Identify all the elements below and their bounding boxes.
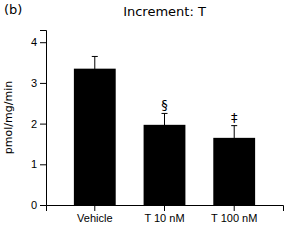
error-bar-stem [94,56,95,80]
error-bar [231,126,237,150]
y-tick-mark [40,124,46,125]
x-axis-line [47,206,284,212]
y-tick-label: 2 [31,118,37,130]
y-tick: 4 [31,36,46,48]
y-tick: 2 [31,118,46,130]
bar [144,125,186,205]
marks [74,56,255,205]
error-bar-cap [231,125,237,126]
x-tick-label: T 10 nM [144,212,184,224]
y-axis-title: pmol/mg/min [2,81,15,154]
panel-label: (b) [4,2,22,17]
x-axis: Vehicle T 10 nM T 100 nM [47,205,284,224]
error-bar-stem [164,113,165,136]
error-bar [162,113,168,136]
y-tick-mark [40,42,46,43]
y-tick: 3 [31,77,46,89]
y-tick-label: 3 [31,77,37,89]
y-tick: 1 [31,158,46,170]
plot: §‡01234VehicleT 10 nMT 100 nM [31,31,284,224]
error-bar [92,56,98,80]
y-tick-label: 0 [31,199,37,211]
bar [74,69,116,205]
error-bar-cap [162,136,168,137]
y-tick-mark [40,205,46,206]
significance-label: § [161,97,168,112]
y-tick-label: 4 [31,36,37,48]
significance-labels: §‡ [161,97,238,124]
error-bar-cap [92,56,98,57]
error-bar-stem [234,126,235,150]
error-bar-cap [231,150,237,151]
x-tick: T 10 nM [144,205,184,224]
chart: (b)Increment: T§‡01234VehicleT 10 nMT 10… [0,0,295,229]
y-tick-label: 1 [31,158,37,170]
y-tick: 0 [31,199,46,211]
error-bar-cap [92,80,98,81]
x-tick-label: T 100 nM [211,212,257,224]
y-tick-mark [40,164,46,165]
y-axis: 0 1 2 3 4 [31,31,47,212]
error-bar-cap [162,113,168,114]
x-tick-mark [234,205,235,211]
significance-label: ‡ [231,110,238,125]
x-tick-label: Vehicle [77,212,112,224]
x-tick: T 100 nM [211,205,257,224]
x-tick: Vehicle [77,205,112,224]
y-axis-line [40,31,47,206]
x-tick-mark [94,205,95,211]
y-tick-mark [40,83,46,84]
title: Increment: T [123,4,206,19]
x-tick-mark [164,205,165,211]
